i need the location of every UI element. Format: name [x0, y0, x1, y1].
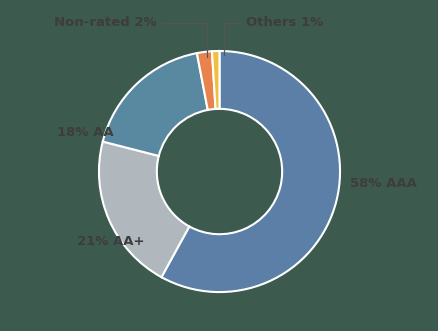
Wedge shape — [197, 51, 215, 110]
Text: 18% AA: 18% AA — [57, 126, 113, 139]
Wedge shape — [99, 142, 189, 277]
Text: 58% AAA: 58% AAA — [349, 177, 416, 190]
Text: Non-rated 2%: Non-rated 2% — [54, 16, 207, 57]
Text: 21% AA+: 21% AA+ — [77, 235, 145, 248]
Wedge shape — [161, 51, 339, 292]
Text: Others 1%: Others 1% — [224, 16, 322, 56]
Wedge shape — [212, 51, 219, 109]
Wedge shape — [102, 53, 207, 156]
